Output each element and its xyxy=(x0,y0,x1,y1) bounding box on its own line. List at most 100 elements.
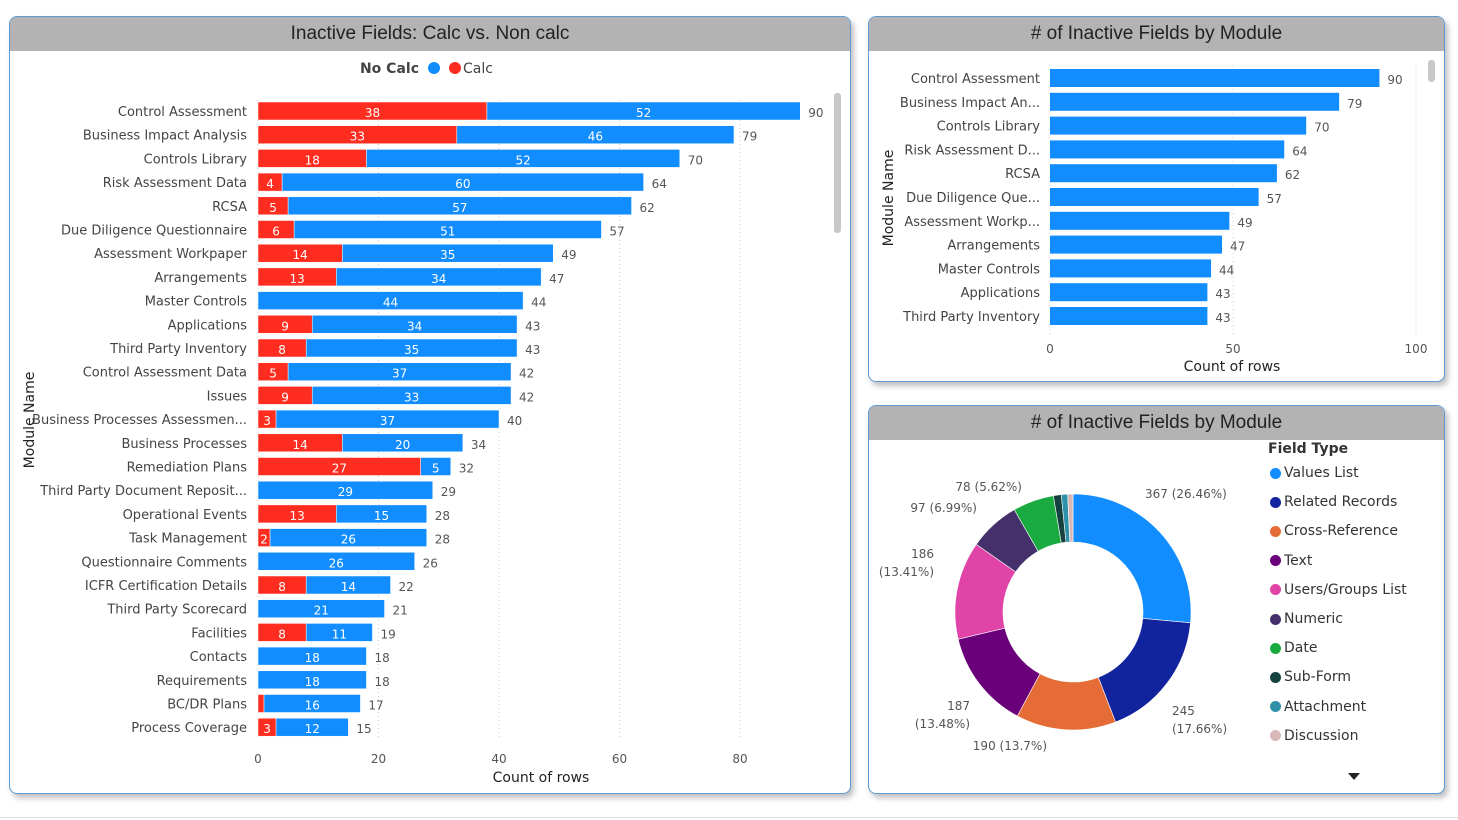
legend-item[interactable]: Values List xyxy=(1270,465,1359,481)
donut-slice xyxy=(1067,493,1074,543)
legend-marker-icon xyxy=(1270,467,1281,479)
legend-marker-icon xyxy=(1270,525,1281,537)
data-label: 35 xyxy=(440,248,455,262)
data-label: 6 xyxy=(272,225,280,239)
value-label: 64 xyxy=(1292,144,1307,158)
category-label: Master Controls xyxy=(145,295,248,310)
category-label: ICFR Certification Details xyxy=(85,579,247,594)
donut-slice xyxy=(1072,493,1192,624)
slice-label: 245 xyxy=(1172,704,1195,718)
data-label: 26 xyxy=(329,556,344,570)
legend-marker-icon xyxy=(1270,701,1281,713)
slice-label: (13.41%) xyxy=(879,565,934,579)
bar-no-calc xyxy=(311,386,512,405)
category-label: Remediation Plans xyxy=(127,461,248,476)
data-label: 33 xyxy=(404,390,419,404)
bar-no-calc xyxy=(263,694,361,713)
bar-no-calc xyxy=(486,101,801,121)
bar-no-calc xyxy=(287,362,512,381)
legend-calc-marker xyxy=(449,62,461,74)
legend-label: Values List xyxy=(1284,465,1359,481)
legend-label: Discussion xyxy=(1284,727,1359,744)
legend-marker-icon xyxy=(1270,555,1281,567)
value-label: 62 xyxy=(1285,168,1300,182)
category-label: Business Impact An... xyxy=(900,96,1040,111)
legend-item[interactable]: Cross-Reference xyxy=(1270,523,1398,539)
slice-label: (13.48%) xyxy=(915,717,970,731)
legend-label: Cross-Reference xyxy=(1284,523,1398,540)
category-label: Control Assessment xyxy=(118,105,247,120)
bar-no-calc xyxy=(305,575,391,595)
legend-item[interactable]: Related Records xyxy=(1270,494,1397,510)
x-tick-label: 40 xyxy=(491,752,506,766)
category-label: Business Processes Assessmen... xyxy=(32,413,247,428)
data-label: 2 xyxy=(260,533,268,547)
legend-scroll-down-icon[interactable] xyxy=(1348,773,1360,780)
category-label: Business Impact Analysis xyxy=(83,129,247,144)
value-label: 43 xyxy=(1215,311,1230,325)
total-label: 18 xyxy=(374,651,389,665)
bar xyxy=(1050,259,1212,278)
legend-item[interactable]: Text xyxy=(1270,553,1312,569)
bar-no-calc xyxy=(257,291,524,310)
legend-item[interactable]: Sub-Form xyxy=(1270,669,1351,685)
data-label: 52 xyxy=(515,153,530,167)
category-label: Task Management xyxy=(128,532,247,547)
x-tick-label: 80 xyxy=(732,752,747,766)
data-label: 51 xyxy=(440,225,455,239)
data-label: 4 xyxy=(266,177,274,191)
total-label: 42 xyxy=(519,367,534,381)
total-label: 26 xyxy=(423,556,438,570)
bar-no-calc xyxy=(275,409,500,429)
total-label: 42 xyxy=(519,390,534,404)
scrollbar-thumb[interactable] xyxy=(834,93,841,233)
total-label: 44 xyxy=(531,296,546,310)
data-label: 13 xyxy=(290,509,305,523)
legend-marker-icon xyxy=(1270,584,1281,596)
bar-no-calc xyxy=(257,670,367,690)
y-axis-title: Module Name xyxy=(22,372,38,469)
category-label: Control Assessment Data xyxy=(83,366,247,381)
panel-title: Inactive Fields: Calc vs. Non calc xyxy=(10,17,850,51)
data-label: 5 xyxy=(269,367,277,381)
bar-no-calc xyxy=(269,528,427,547)
scrollbar-thumb[interactable] xyxy=(1428,60,1435,82)
data-label: 18 xyxy=(305,153,320,167)
slice-label: 97 (6.99%) xyxy=(910,501,977,515)
legend-item[interactable]: Date xyxy=(1270,640,1317,656)
data-label: 8 xyxy=(278,627,286,641)
total-label: 17 xyxy=(368,699,383,713)
total-label: 40 xyxy=(507,414,522,428)
legend-item[interactable]: Attachment xyxy=(1270,699,1366,715)
total-label: 21 xyxy=(393,604,408,618)
data-label: 38 xyxy=(365,106,380,120)
legend-label: Sub-Form xyxy=(1284,669,1351,686)
legend-no-calc-marker xyxy=(428,62,440,74)
legend-marker-icon xyxy=(1270,613,1281,625)
bar-no-calc xyxy=(257,599,385,618)
data-label: 34 xyxy=(431,272,446,286)
data-label: 37 xyxy=(392,367,407,381)
bar-no-calc xyxy=(275,717,349,737)
bar xyxy=(1050,307,1208,325)
bar-no-calc xyxy=(257,480,433,500)
category-label: Process Coverage xyxy=(131,721,247,736)
data-label: 8 xyxy=(278,343,286,357)
category-label: Applications xyxy=(961,286,1041,301)
bar-no-calc xyxy=(287,196,632,216)
legend-item[interactable]: Numeric xyxy=(1270,611,1343,627)
bar-no-calc xyxy=(257,646,367,666)
data-label: 18 xyxy=(305,675,320,689)
legend-item[interactable]: Users/Groups List xyxy=(1270,582,1407,598)
legend-item[interactable]: Discussion xyxy=(1270,728,1358,744)
category-label: Controls Library xyxy=(937,120,1041,135)
total-label: 34 xyxy=(471,438,486,452)
bar-no-calc xyxy=(311,315,518,334)
x-axis-title: Count of rows xyxy=(493,770,590,786)
value-label: 79 xyxy=(1347,97,1362,111)
bar xyxy=(1050,283,1208,302)
slice-label: 78 (5.62%) xyxy=(955,480,1022,494)
value-label: 57 xyxy=(1267,192,1282,206)
data-label: 35 xyxy=(404,343,419,357)
legend-calc-label: Calc xyxy=(463,61,493,77)
